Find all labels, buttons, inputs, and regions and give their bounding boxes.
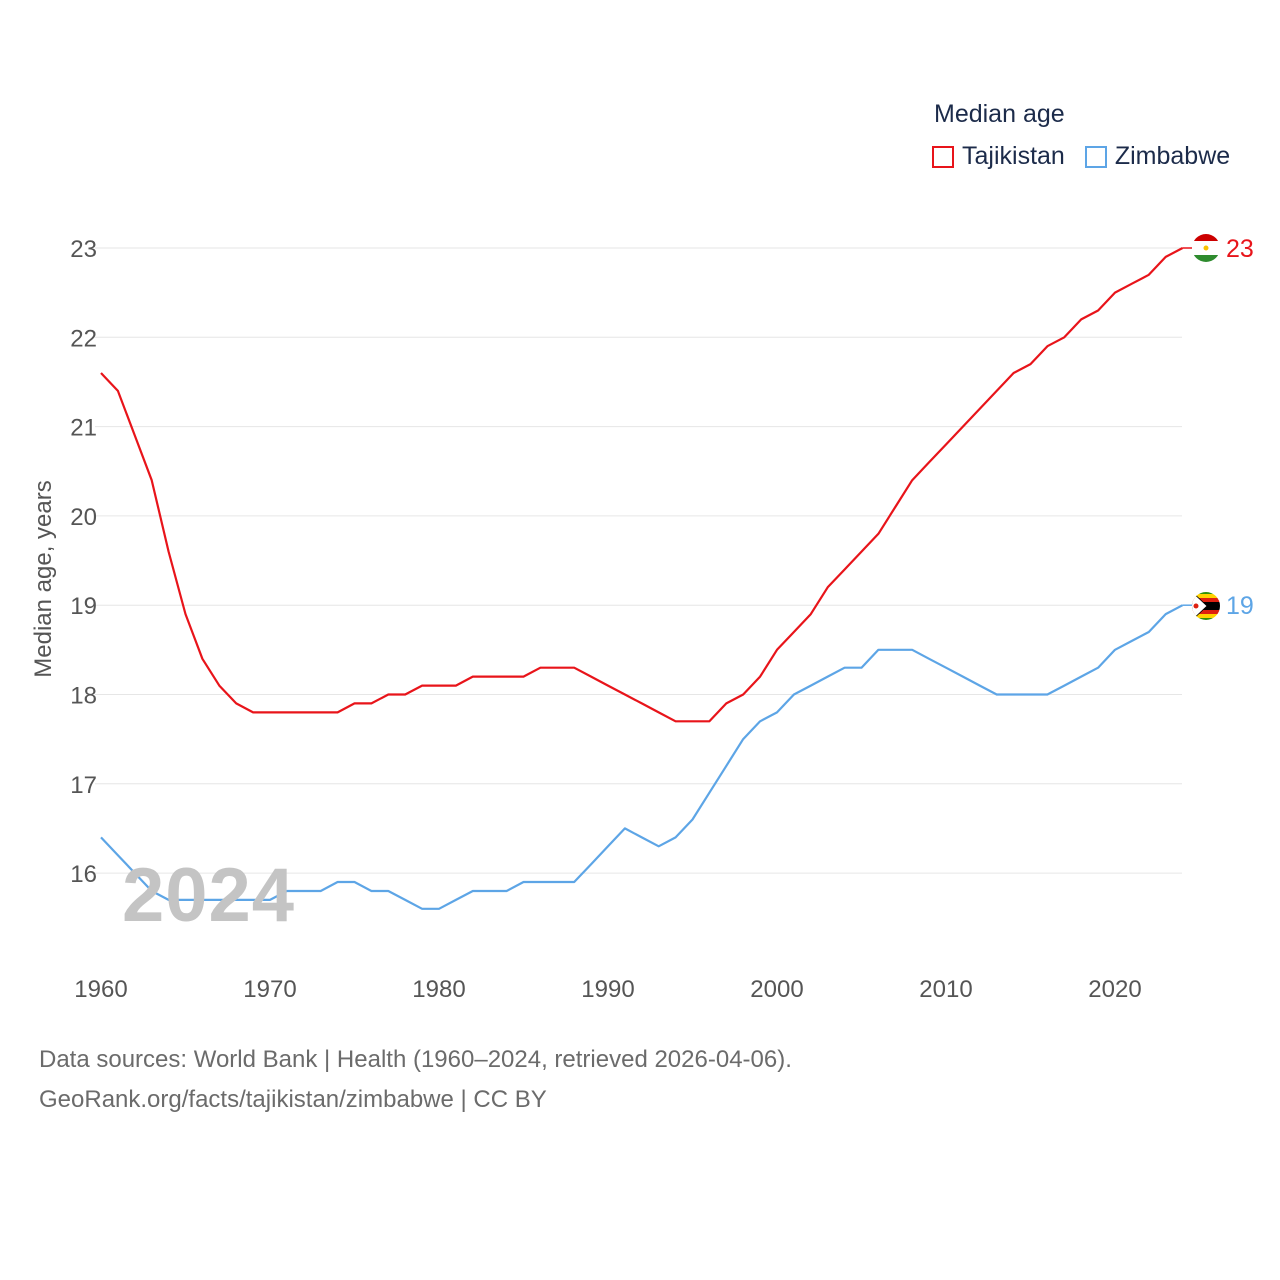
end-label-zimbabwe: 19 [1226, 592, 1254, 620]
legend-item-tajikistan[interactable]: Tajikistan [932, 142, 1065, 171]
legend-title: Median age [934, 100, 1065, 128]
end-labels: 23 19 [1226, 235, 1254, 620]
tajikistan-flag-icon [1192, 234, 1220, 262]
legend-label-tajikistan: Tajikistan [962, 142, 1065, 170]
series-lines [100, 247, 1192, 910]
y-tick-label: 18 [70, 683, 97, 710]
series-line-zimbabwe [100, 604, 1184, 910]
data-source-note: Data sources: World Bank | Health (1960–… [39, 1046, 792, 1073]
y-axis: 16 17 18 19 20 21 22 23 [70, 236, 97, 888]
series-line-tajikistan [100, 247, 1184, 723]
y-tick-label: 17 [70, 772, 97, 799]
y-tick-label: 23 [70, 236, 97, 263]
x-tick-label: 2020 [1088, 976, 1141, 1003]
x-tick-label: 2000 [750, 976, 803, 1003]
y-axis-label: Median age, years [30, 480, 57, 677]
legend-swatch-zimbabwe [1084, 145, 1107, 168]
x-tick-label: 1970 [243, 976, 296, 1003]
y-tick-label: 21 [70, 415, 97, 442]
y-tick-label: 19 [70, 593, 97, 620]
x-axis: 1960 1970 1980 1990 2000 2010 2020 [74, 976, 1141, 1003]
y-tick-label: 22 [70, 325, 97, 352]
gridlines [95, 247, 1182, 874]
zimbabwe-flag-icon [1192, 592, 1220, 620]
legend-label-zimbabwe: Zimbabwe [1114, 142, 1231, 170]
year-watermark: 2024 [122, 853, 296, 938]
x-tick-label: 1990 [581, 976, 634, 1003]
attribution-link[interactable]: GeoRank.org/facts/tajikistan/zimbabwe | … [39, 1086, 547, 1113]
y-tick-label: 16 [70, 861, 97, 888]
x-tick-label: 1980 [412, 976, 465, 1003]
end-label-tajikistan: 23 [1226, 235, 1254, 263]
x-tick-label: 2010 [919, 976, 972, 1003]
y-tick-label: 20 [70, 504, 97, 531]
legend-item-zimbabwe[interactable]: Zimbabwe [1084, 142, 1231, 171]
legend-swatch-tajikistan [932, 145, 954, 168]
legend: Tajikistan Zimbabwe [932, 142, 1250, 171]
x-tick-label: 1960 [74, 976, 127, 1003]
